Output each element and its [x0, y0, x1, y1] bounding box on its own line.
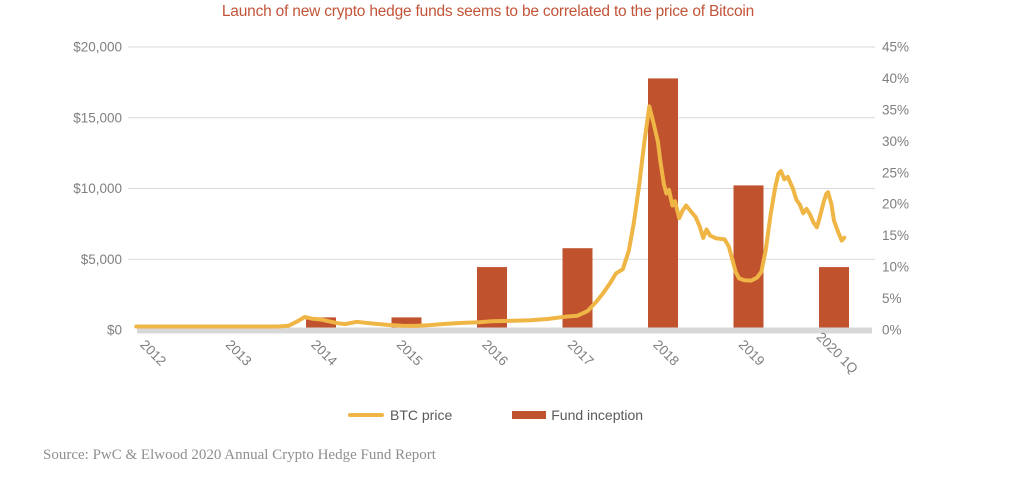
x-axis-baseline: [137, 327, 872, 334]
fund-inception-bar-swatch: [512, 411, 547, 419]
btc-price-line-swatch: [348, 413, 384, 417]
right-axis-tick-label: 15%: [882, 228, 909, 243]
chart-legend: BTC price Fund inception: [348, 407, 643, 423]
x-axis-label-2014: 2014: [308, 337, 340, 369]
right-axis-tick-label: 0%: [882, 323, 902, 338]
bar-2019: [733, 185, 764, 329]
left-axis-tick-label: $20,000: [73, 40, 122, 55]
source-note: Source: PwC & Elwood 2020 Annual Crypto …: [43, 447, 436, 463]
chart-title: Launch of new crypto hedge funds seems t…: [221, 3, 755, 20]
left-axis-tick-label: $15,000: [73, 110, 122, 125]
left-axis-tick-label: $10,000: [73, 181, 122, 196]
x-axis-label-2020-1Q: 2020 1Q: [814, 329, 861, 376]
x-axis-label-2015: 2015: [394, 337, 426, 369]
bar-2014: [306, 317, 336, 329]
right-axis-tick-label: 20%: [882, 197, 909, 212]
legend-item-fund-inception: Fund inception: [512, 407, 643, 423]
x-axis-label-2016: 2016: [479, 337, 511, 369]
legend-label-fund-inception: Fund inception: [551, 407, 644, 423]
right-axis-tick-label: 35%: [882, 102, 909, 117]
right-axis-tick-label: 30%: [882, 134, 909, 149]
legend-item-btc-price: BTC price: [348, 407, 452, 423]
right-axis-tick-label: 25%: [882, 165, 909, 180]
legend-label-btc-price: BTC price: [390, 407, 453, 423]
btc-price-line: [134, 104, 847, 329]
left-axis-tick-label: $0: [107, 323, 122, 338]
left-axis-tick-label: $5,000: [81, 252, 122, 267]
bar-2016: [477, 267, 507, 329]
x-axis-label-2013: 2013: [223, 337, 255, 369]
bar-2020 1Q: [819, 267, 849, 329]
x-axis-label-2017: 2017: [565, 337, 597, 369]
right-axis-tick-label: 45%: [882, 40, 909, 55]
bar-2015: [391, 317, 422, 329]
right-axis-tick-label: 40%: [882, 71, 909, 86]
right-axis-tick-label: 10%: [882, 260, 909, 275]
x-axis-label-2012: 2012: [137, 337, 169, 369]
right-axis-tick-label: 5%: [882, 291, 902, 306]
x-axis-label-2019: 2019: [736, 337, 768, 369]
x-axis-label-2018: 2018: [650, 337, 682, 369]
